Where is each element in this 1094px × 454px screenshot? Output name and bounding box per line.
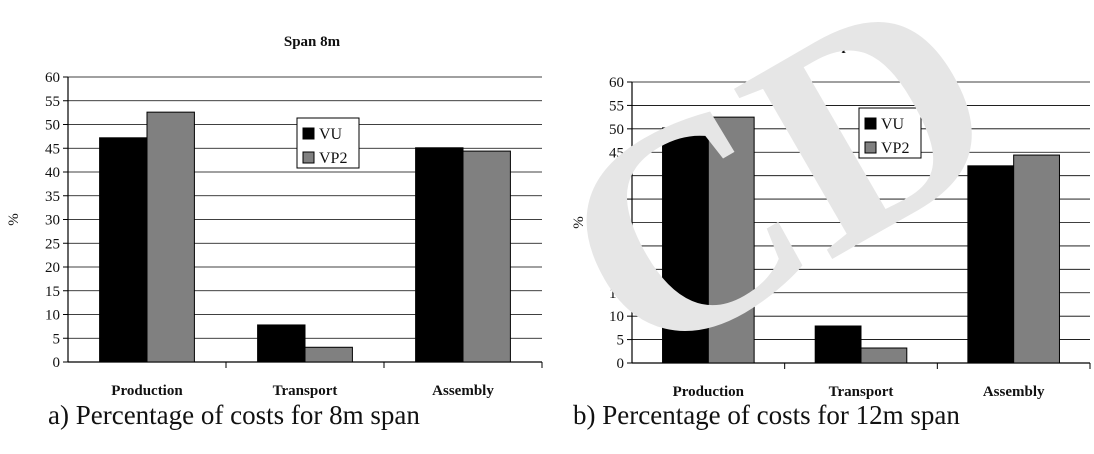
y-tick-label-span-12m: 5: [617, 333, 625, 349]
bar-vu-assembly-span-8m: [415, 147, 464, 363]
y-axis-label-span-8m: %: [6, 213, 22, 226]
y-tick-label-span-12m: 45: [609, 145, 624, 161]
x-tick-label-span-12m: Transport: [829, 384, 894, 400]
y-tick-label-span-12m: 0: [617, 356, 625, 372]
chart-panel-span-12m: Span 12m% 0 5 10 15 20 25 30 35 40 45 50 55 60 Product…: [547, 0, 1094, 454]
legend-swatch-span-12m: [864, 117, 877, 130]
y-tick-label-span-8m: 5: [53, 331, 61, 347]
chart-panel-span-8m: Span 8m% 0 5 10 15 20 25 30 35 40 45 50 55 60 Producti…: [6, 34, 543, 430]
y-tick-label-span-12m: 60: [609, 75, 624, 91]
y-tick-label-span-8m: 55: [45, 94, 60, 110]
x-tick-label-span-8m: Transport: [273, 383, 338, 399]
y-tick-label-span-12m: 20: [609, 262, 624, 278]
bar-vu-transport-span-12m: [814, 325, 862, 364]
y-tick-label-span-12m: 15: [609, 286, 624, 302]
y-tick-label-span-8m: 15: [45, 284, 60, 300]
bar-chart-span-8m: Span 8m% 0 5 10 15 20 25 30 35 40 45 50 55 60 Producti…: [6, 34, 543, 399]
bar-vu-transport-span-8m: [257, 324, 306, 363]
x-tick-label-span-12m: Production: [673, 384, 745, 400]
legend-label-span-12m: VU: [881, 116, 905, 133]
x-tick-label-span-12m: Assembly: [983, 384, 1045, 400]
bar-vp2-assembly-span-8m: [462, 150, 511, 363]
bar-vp2-production-span-8m: [146, 111, 195, 363]
y-tick-label-span-8m: 35: [45, 189, 60, 205]
legend-label-span-8m: VU: [319, 126, 343, 143]
y-tick-label-span-8m: 30: [45, 213, 60, 229]
legend-label-span-8m: VP2: [319, 150, 347, 167]
bar-vu-production-span-8m: [99, 137, 148, 363]
legend-label-span-12m: VP2: [881, 140, 909, 157]
y-tick-label-span-8m: 50: [45, 118, 60, 134]
y-tick-label-span-12m: 35: [609, 192, 624, 208]
legend-swatch-span-8m: [302, 127, 315, 140]
y-tick-label-span-12m: 10: [609, 309, 624, 325]
y-tick-label-span-12m: 30: [609, 216, 624, 232]
caption-span-8m: a) Percentage of costs for 8m span: [48, 400, 420, 430]
chart-title-span-8m: Span 8m: [284, 34, 341, 50]
x-tick-label-span-8m: Production: [111, 383, 183, 399]
y-tick-label-span-12m: 25: [609, 239, 624, 255]
y-axis-label-span-12m: %: [571, 216, 587, 229]
y-tick-label-span-8m: 25: [45, 236, 60, 252]
x-tick-label-span-8m: Assembly: [432, 383, 494, 399]
bar-vu-production-span-12m: [662, 127, 709, 364]
legend-swatch-span-8m: [302, 151, 315, 164]
bar-vu-assembly-span-12m: [967, 165, 1015, 364]
y-tick-label-span-8m: 60: [45, 70, 60, 86]
bar-chart-span-12m: Span 12m% 0 5 10 15 20 25 30 35 40 45 50 55 60 Product…: [571, 38, 1091, 400]
caption-span-12m: b) Percentage of costs for 12m span: [573, 400, 960, 430]
y-tick-label-span-12m: 50: [609, 122, 624, 138]
y-tick-label-span-8m: 20: [45, 260, 60, 276]
bar-vp2-transport-span-8m: [304, 346, 353, 363]
y-tick-label-span-8m: 10: [45, 308, 60, 324]
bar-vp2-assembly-span-12m: [1013, 154, 1060, 364]
y-tick-label-span-8m: 0: [53, 355, 61, 371]
chart-title-span-12m: Span 12m: [833, 38, 897, 54]
y-tick-label-span-12m: 55: [609, 98, 624, 114]
y-tick-label-span-12m: 40: [609, 169, 624, 185]
y-tick-label-span-8m: 45: [45, 141, 60, 157]
legend-swatch-span-12m: [864, 141, 877, 154]
y-tick-label-span-8m: 40: [45, 165, 60, 181]
bar-vp2-transport-span-12m: [860, 347, 908, 364]
bar-vp2-production-span-12m: [707, 116, 755, 364]
